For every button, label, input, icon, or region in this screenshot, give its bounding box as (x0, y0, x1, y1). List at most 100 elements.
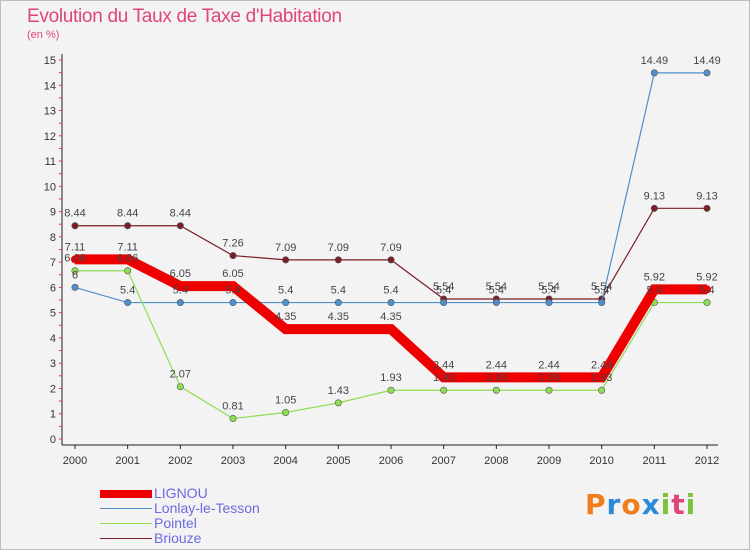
data-label: 7.09 (275, 242, 296, 254)
data-label: 7.26 (222, 238, 243, 250)
data-label: 9.13 (644, 190, 665, 202)
legend-swatch (100, 538, 152, 539)
data-label: 5.4 (225, 285, 240, 297)
data-label: 5.54 (486, 281, 507, 293)
data-point (598, 299, 606, 307)
data-label: 4.35 (328, 311, 349, 323)
data-label: 8.44 (64, 208, 85, 220)
data-point (282, 408, 290, 416)
data-point (492, 299, 500, 307)
data-point (71, 222, 79, 230)
data-point (703, 299, 711, 307)
data-point (282, 256, 290, 264)
legend-item-briouze[interactable]: Briouze (100, 531, 360, 546)
data-label: 5.4 (173, 285, 188, 297)
data-point (176, 282, 185, 291)
data-point (71, 283, 79, 291)
y-tick-label: 10 (44, 181, 56, 193)
legend-item-pointel[interactable]: Pointel (100, 516, 360, 531)
data-point (703, 69, 711, 77)
x-tick-label: 2001 (115, 455, 139, 467)
data-point (281, 325, 290, 334)
data-label: 2.44 (433, 359, 454, 371)
data-label: 6.05 (222, 268, 243, 280)
data-label: 1.93 (433, 372, 454, 384)
data-point (71, 255, 79, 264)
x-tick-label: 2006 (379, 455, 403, 467)
data-label: 5.54 (591, 281, 612, 293)
y-tick-label: 1 (50, 409, 56, 421)
logo-letter: i (660, 488, 672, 521)
data-label: 6 (72, 269, 78, 281)
x-tick-label: 2005 (326, 455, 350, 467)
data-label: 5.92 (696, 271, 717, 283)
data-label: 1.93 (538, 372, 559, 384)
data-point (334, 299, 342, 307)
data-label: 5.4 (541, 285, 556, 297)
data-label: 5.92 (644, 271, 665, 283)
data-label: 4.35 (275, 311, 296, 323)
data-point (545, 386, 553, 394)
logo-letter: x (641, 488, 661, 521)
data-point (387, 325, 395, 334)
y-tick-label: 5 (50, 308, 56, 320)
data-label: 5.4 (331, 285, 346, 297)
data-label: 8.44 (170, 208, 191, 220)
data-point (229, 299, 237, 307)
data-point (334, 399, 342, 407)
chart-title: Evolution du Taux de Taxe d'Habitation (27, 6, 342, 27)
data-label: 1.93 (486, 372, 507, 384)
y-tick-label: 8 (50, 232, 56, 244)
data-label: 5.4 (699, 285, 714, 297)
x-tick-label: 2009 (537, 455, 561, 467)
data-label: 5.4 (594, 285, 609, 297)
data-label: 2.07 (170, 369, 191, 381)
y-tick-label: 11 (45, 156, 56, 168)
data-point (124, 222, 132, 230)
data-label: 4.35 (380, 311, 401, 323)
data-point (545, 299, 553, 307)
logo-letter: t (671, 488, 686, 521)
data-label: 5.4 (383, 285, 398, 297)
data-label: 7.09 (328, 242, 349, 254)
legend-item-lignou[interactable]: LIGNOU (100, 486, 360, 501)
data-label: 6.05 (170, 268, 191, 280)
y-tick-label: 7 (50, 257, 56, 269)
data-point (176, 299, 184, 307)
data-point (440, 386, 448, 394)
data-label: 7.09 (380, 242, 401, 254)
legend-label: Lonlay-le-Tesson (154, 500, 260, 516)
x-tick-label: 2003 (221, 455, 245, 467)
data-label: 6.66 (64, 253, 85, 265)
data-point (492, 373, 501, 382)
y-tick-label: 15 (44, 55, 56, 67)
legend-item-lonlay-le-tesson[interactable]: Lonlay-le-Tesson (100, 501, 360, 516)
y-tick-label: 4 (50, 333, 56, 345)
data-label: 7.11 (117, 241, 138, 253)
legend-label: LIGNOU (154, 485, 208, 501)
x-tick-label: 2008 (484, 455, 508, 467)
y-tick-label: 6 (50, 282, 56, 294)
y-tick-label: 12 (44, 131, 56, 143)
data-label: 6.66 (117, 253, 138, 265)
data-point (597, 373, 606, 382)
data-point (650, 285, 659, 294)
x-tick-label: 2002 (168, 455, 192, 467)
x-tick-label: 2012 (695, 455, 719, 467)
legend-swatch (100, 508, 152, 509)
data-point (387, 386, 395, 394)
data-label: 2.44 (538, 359, 559, 371)
legend-label: Pointel (154, 515, 197, 531)
logo-letter: r (606, 488, 622, 521)
data-label: 2.44 (591, 359, 612, 371)
data-point (229, 252, 237, 260)
proxiti-logo: Proxiti (585, 488, 696, 521)
x-tick-label: 2011 (643, 455, 667, 467)
data-point (282, 299, 290, 307)
legend-swatch (100, 490, 152, 498)
data-label: 1.43 (328, 385, 349, 397)
data-label: 5.4 (120, 285, 135, 297)
data-point (492, 386, 500, 394)
data-point (387, 299, 395, 307)
